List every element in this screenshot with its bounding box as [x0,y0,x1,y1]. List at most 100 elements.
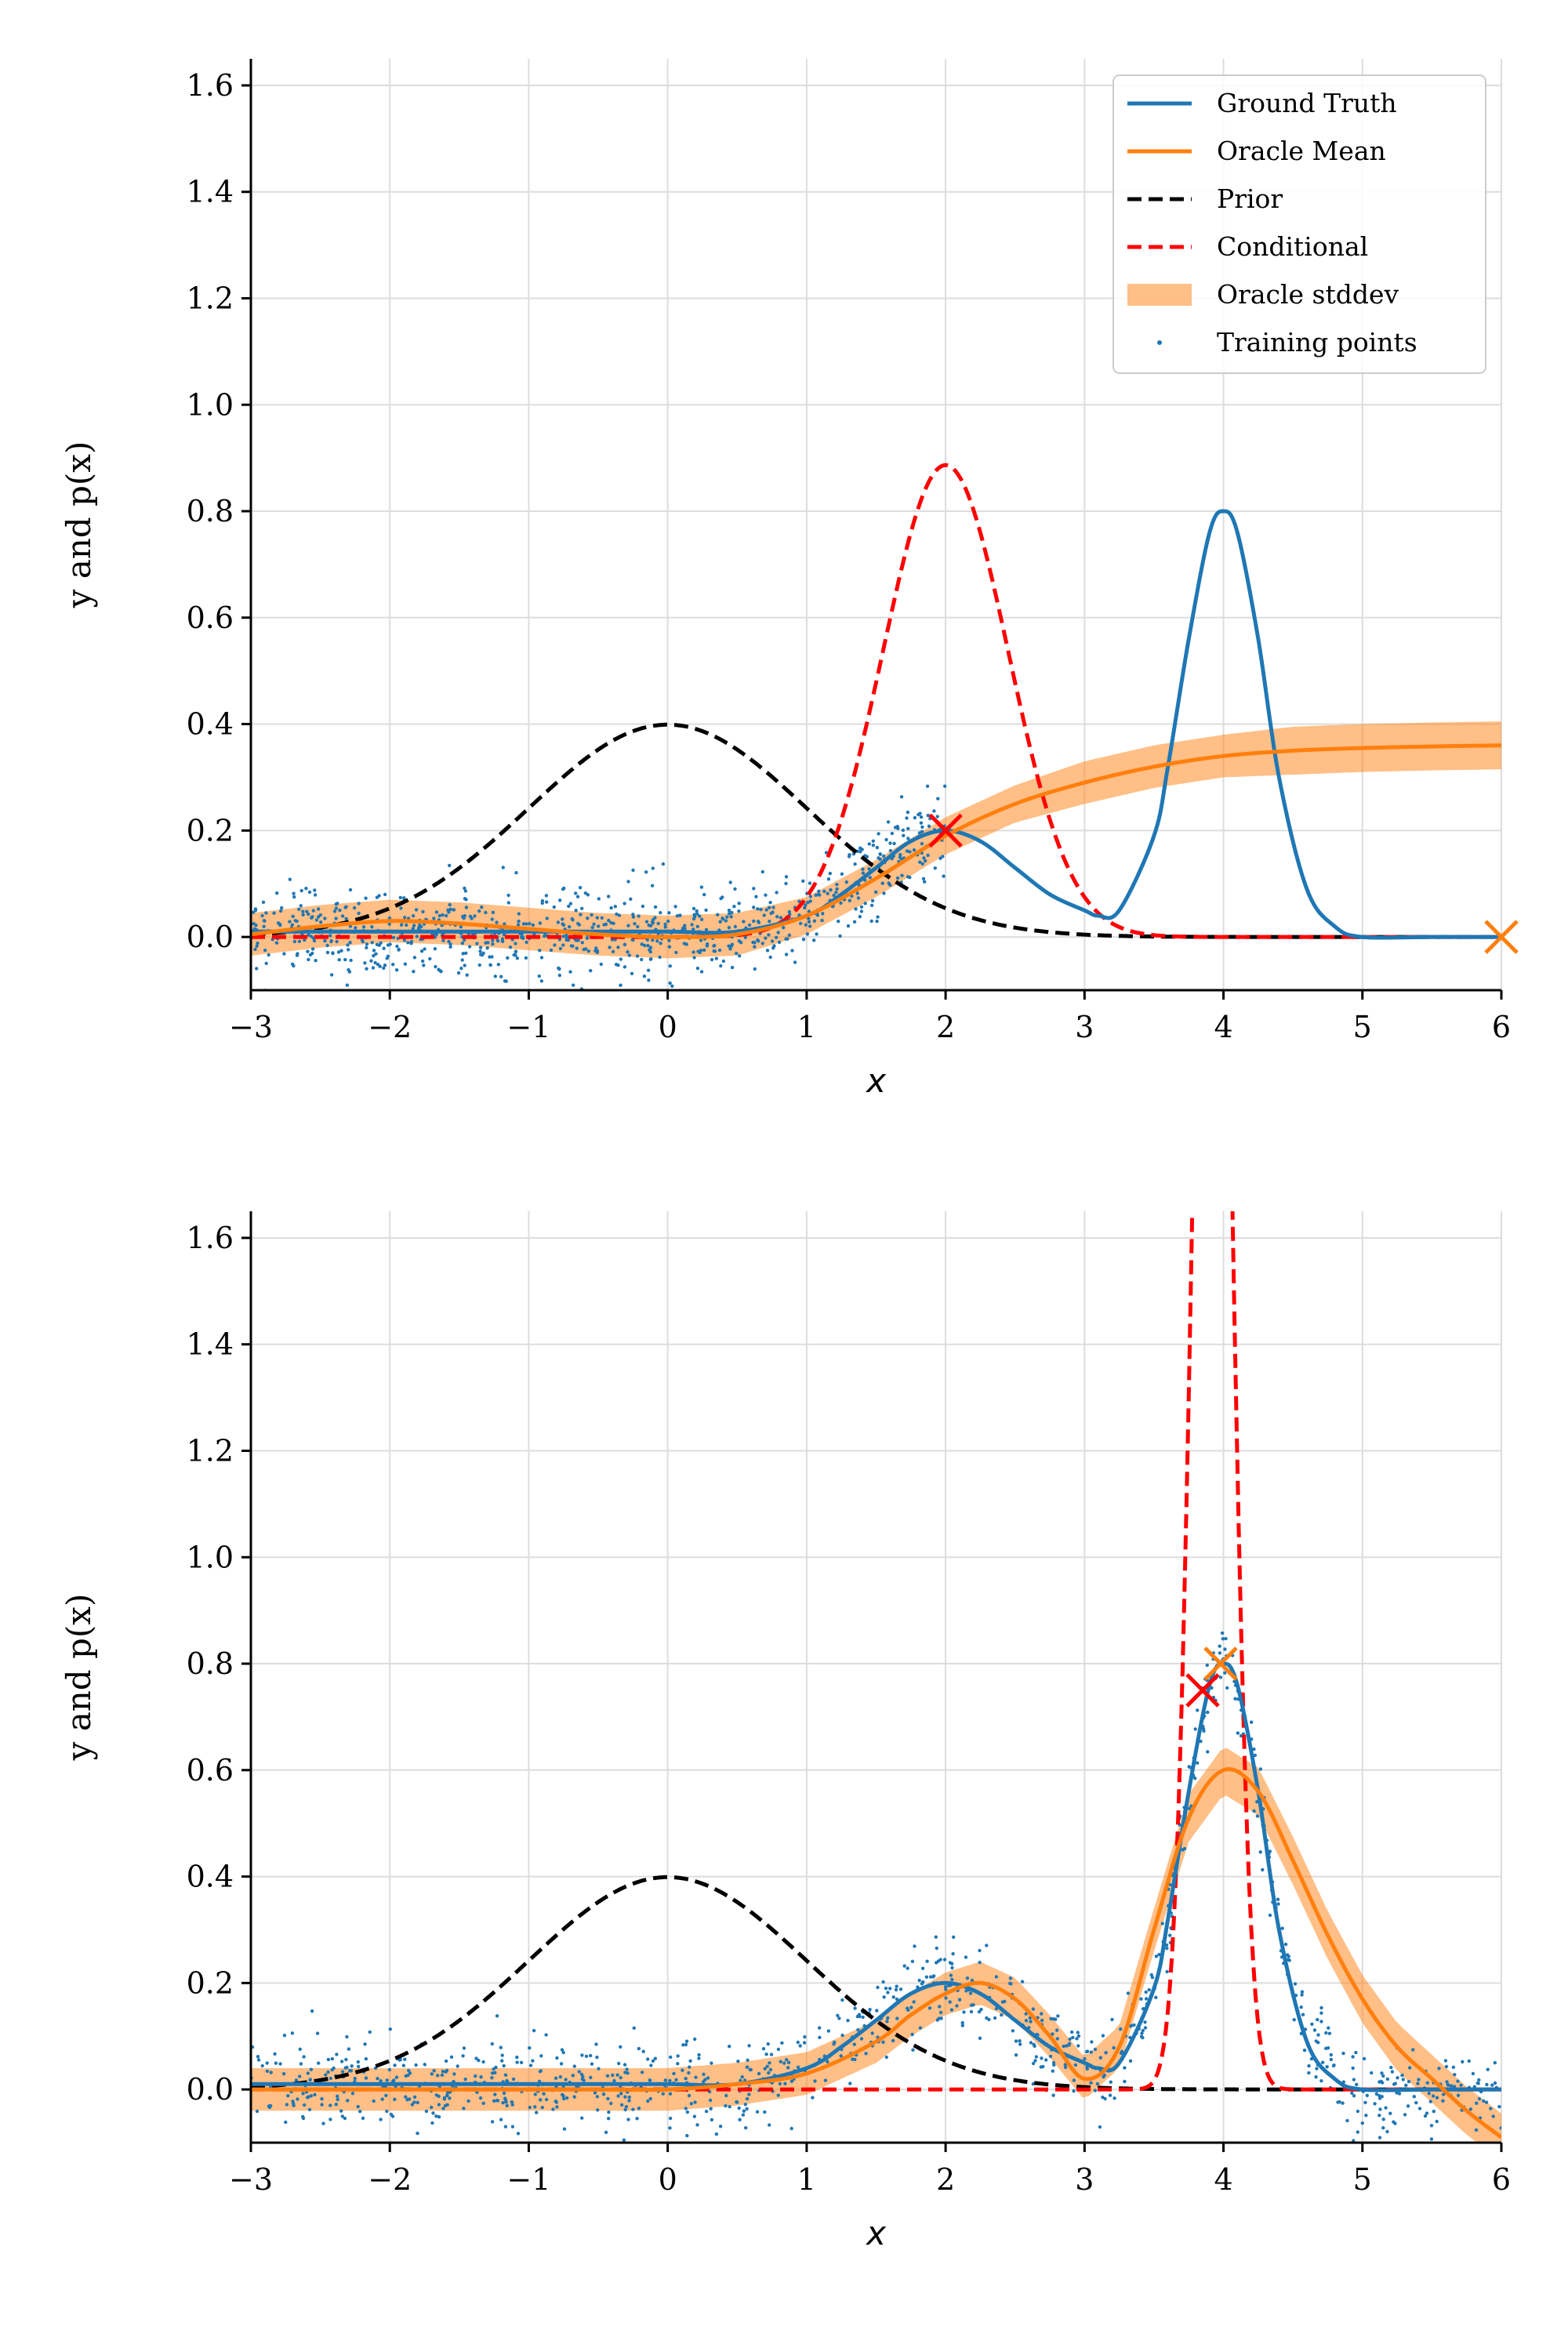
training-point [519,2060,524,2064]
training-point [774,935,779,940]
training-point [768,901,772,905]
training-point [855,2014,860,2019]
training-point [285,2103,289,2107]
training-point [297,939,302,944]
training-point [292,895,296,899]
training-point [964,1989,968,1993]
training-point [275,891,279,895]
training-point [334,2103,338,2107]
training-point [253,908,258,913]
training-point [298,2074,302,2078]
training-point [869,919,873,924]
training-point [1493,2060,1497,2065]
training-point [528,922,532,926]
training-point [694,2075,698,2079]
training-point [920,862,925,866]
training-point [853,862,857,866]
training-point [539,979,544,983]
training-point [281,2071,286,2076]
training-point [1477,2078,1481,2082]
training-point [465,973,469,977]
training-point [756,938,760,942]
training-point [692,2114,697,2118]
training-point [756,907,760,911]
training-point [933,866,938,870]
training-point [1255,1814,1260,1818]
training-point [388,2027,392,2031]
training-point [441,938,445,942]
training-point [663,2078,667,2082]
training-point [649,957,653,961]
x-tick-label: 1 [797,1010,816,1044]
training-point [799,921,803,926]
training-point [357,911,361,916]
training-point [727,944,731,948]
training-point [832,2042,836,2046]
training-point [637,2046,641,2051]
training-point [532,2028,536,2033]
training-point [737,909,741,913]
training-point [448,2096,452,2100]
training-point [323,938,327,943]
training-point [334,902,338,906]
training-point [409,939,414,944]
training-point [340,2114,344,2118]
training-point [577,2070,581,2074]
training-point [406,941,410,945]
training-point [840,2033,844,2038]
training-point [335,2053,339,2056]
training-point [735,2100,739,2104]
training-point [861,2015,865,2020]
training-point [979,2007,983,2012]
training-point [1319,2079,1323,2083]
training-point [786,2066,790,2070]
training-point [490,917,494,921]
training-point [926,853,930,858]
training-point [622,942,627,947]
training-point [1319,2005,1323,2010]
training-point [421,909,425,914]
training-point [524,940,528,945]
training-point [276,921,281,925]
training-point [353,2076,357,2081]
training-point [704,927,709,932]
training-point [309,2094,314,2098]
training-point [1252,1747,1256,1751]
training-point [1095,2082,1100,2086]
training-point [859,909,864,913]
training-point [1020,1980,1025,1984]
training-point [929,1975,933,1979]
training-point [684,2107,688,2111]
training-point [682,942,686,946]
training-point [1276,1902,1280,1906]
training-point [877,832,880,836]
training-point [280,906,284,910]
training-point [1490,2083,1494,2087]
training-point [910,1959,915,1963]
training-point [448,902,452,907]
training-point [965,1976,970,1980]
training-point [622,902,626,906]
legend-label: Prior [1217,183,1283,214]
training-point [729,915,733,919]
training-point [1449,2084,1454,2088]
training-point [666,919,670,924]
training-point [490,2076,494,2080]
training-point [635,954,640,958]
training-point [1009,1982,1013,1986]
training-point [784,953,789,956]
training-point [347,2047,351,2051]
training-point [920,825,924,829]
training-point [1150,1976,1155,1980]
training-point [599,962,603,967]
training-point [878,857,882,862]
training-point [296,2097,299,2101]
legend-label: Ground Truth [1217,88,1397,118]
training-point [1435,2096,1439,2100]
training-point [978,2036,982,2040]
training-point [917,1978,921,1983]
training-point [291,914,295,919]
training-point [771,910,775,914]
training-point [545,900,549,904]
